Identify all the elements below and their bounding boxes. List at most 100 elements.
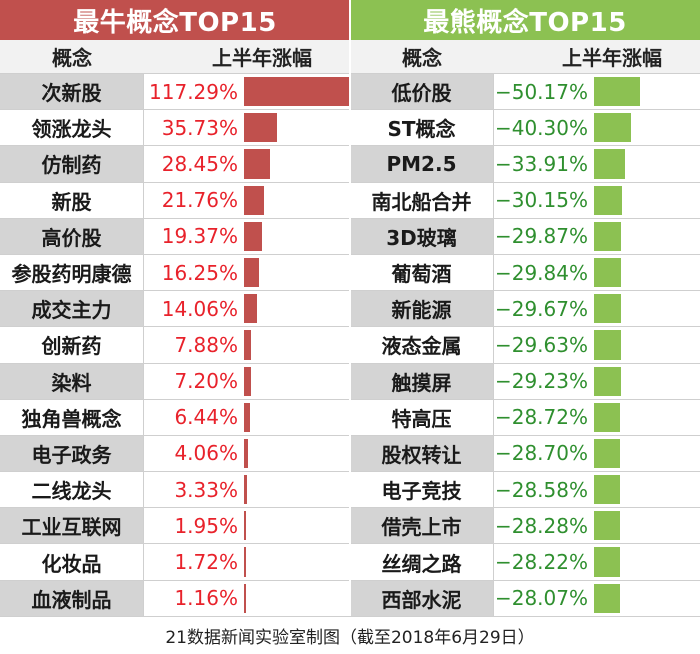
gainers-row: 电子政务 4.06%	[0, 435, 350, 473]
gainers-category-label: 新股	[0, 182, 144, 218]
losers-value-cell: −29.67%	[494, 291, 700, 327]
losers-value-cell: −28.72%	[494, 399, 700, 435]
losers-row: 低价股 −50.17%	[350, 74, 700, 111]
losers-rows: 低价股 −50.17% ST概念 −40.30% PM2.5 −33.91% 南北船合并 −3…	[350, 74, 700, 617]
losers-col-value: 上半年涨幅	[562, 46, 662, 70]
losers-row: PM2.5 −33.91%	[350, 146, 700, 183]
losers-category-label: 股权转让	[350, 435, 494, 472]
gainers-row: 二线龙头 3.33%	[0, 472, 350, 509]
losers-bar	[594, 511, 620, 541]
gainers-category-label: 成交主力	[0, 291, 144, 327]
losers-row: ST概念 −40.30%	[350, 110, 700, 147]
gainers-category-label: 创新药	[0, 327, 144, 363]
gainers-bar	[244, 294, 257, 324]
losers-category-label: 葡萄酒	[350, 254, 494, 291]
losers-data-label: −29.63%	[494, 332, 588, 357]
gainers-value-cell: 1.72%	[144, 544, 350, 580]
losers-data-label: −28.28%	[494, 513, 588, 538]
gainers-value-cell: 19.37%	[144, 218, 350, 254]
gainers-data-label: 117.29%	[149, 79, 238, 104]
gainers-data-label: 35.73%	[161, 115, 238, 140]
gainers-bar	[244, 113, 277, 143]
losers-bar	[594, 294, 622, 324]
gainers-value-cell: 28.45%	[144, 146, 350, 182]
gainers-column-header: 概念 上半年涨幅	[0, 40, 350, 74]
losers-bar	[594, 438, 621, 469]
losers-category-label: 3D玻璃	[350, 218, 494, 254]
gainers-data-label: 21.76%	[161, 188, 238, 213]
gainers-bar	[244, 547, 246, 577]
gainers-bar	[244, 185, 265, 215]
losers-bar	[594, 113, 631, 143]
gainers-row: 高价股 19.37%	[0, 218, 350, 255]
gainers-value-cell: 4.06%	[144, 435, 350, 472]
gainers-category-label: 高价股	[0, 218, 144, 254]
gainers-rows: 次新股 117.29% 领涨龙头 35.73% 仿制药 28.45% 新股 21.76% 高价股…	[0, 74, 352, 617]
losers-row: 电子竞技 −28.58%	[350, 472, 700, 509]
gainers-category-label: 二线龙头	[0, 472, 144, 508]
gainers-bar	[244, 402, 250, 432]
gainers-bar	[244, 475, 248, 505]
losers-value-cell: −29.84%	[494, 254, 700, 291]
losers-category-label: ST概念	[350, 110, 494, 146]
losers-bar	[594, 221, 622, 251]
gainers-category-label: 染料	[0, 363, 144, 399]
losers-value-cell: −33.91%	[494, 146, 700, 182]
gainers-category-label: 血液制品	[0, 580, 144, 616]
losers-bar	[594, 402, 621, 432]
losers-category-label: 丝绸之路	[350, 544, 494, 580]
losers-row: 特高压 −28.72%	[350, 399, 700, 436]
gainers-data-label: 4.06%	[174, 441, 238, 466]
gainers-data-label: 1.72%	[174, 550, 238, 575]
losers-col-name: 概念	[402, 46, 442, 70]
top-losers-panel: 最熊概念TOP15 概念 上半年涨幅 低价股 −50.17% ST概念 −40.30%…	[350, 0, 700, 617]
losers-bar	[594, 185, 622, 215]
gainers-value-cell: 16.25%	[144, 254, 350, 291]
losers-row: 股权转让 −28.70%	[350, 435, 700, 473]
losers-value-cell: −28.58%	[494, 472, 700, 508]
losers-data-label: −28.70%	[494, 441, 588, 466]
losers-category-label: 南北船合并	[350, 182, 494, 218]
gainers-row: 血液制品 1.16%	[0, 580, 350, 617]
losers-title: 最熊概念TOP15	[350, 0, 700, 40]
losers-bar	[594, 257, 622, 288]
losers-data-label: −40.30%	[494, 115, 588, 140]
gainers-category-label: 参股药明康德	[0, 254, 144, 291]
gainers-value-cell: 35.73%	[144, 110, 350, 146]
losers-data-label: −29.87%	[494, 224, 588, 249]
losers-row: 触摸屏 −29.23%	[350, 363, 700, 400]
losers-data-label: −28.22%	[494, 550, 588, 575]
losers-data-label: −30.15%	[494, 188, 588, 213]
losers-category-label: 借壳上市	[350, 508, 494, 544]
gainers-category-label: 仿制药	[0, 146, 144, 182]
losers-bar	[594, 583, 620, 613]
panel-divider	[349, 0, 351, 616]
top-gainers-panel: 最牛概念TOP15 概念 上半年涨幅 次新股 117.29% 领涨龙头 35.73% 仿…	[0, 0, 352, 617]
losers-bar	[594, 149, 626, 179]
losers-value-cell: −28.70%	[494, 435, 700, 472]
losers-category-label: PM2.5	[350, 146, 494, 182]
source-footer: 21数据新闻实验室制图（截至2018年6月29日）	[0, 616, 700, 654]
gainers-data-label: 28.45%	[161, 151, 238, 176]
losers-row: 3D玻璃 −29.87%	[350, 218, 700, 255]
gainers-data-label: 7.20%	[174, 369, 238, 394]
gainers-data-label: 1.16%	[174, 586, 238, 611]
gainers-row: 次新股 117.29%	[0, 74, 352, 111]
gainers-bar	[244, 149, 271, 179]
losers-row: 液态金属 −29.63%	[350, 327, 700, 364]
gainers-category-label: 领涨龙头	[0, 110, 144, 146]
gainers-category-label: 电子政务	[0, 435, 144, 472]
losers-data-label: −28.58%	[494, 477, 588, 502]
gainers-bar	[244, 366, 251, 396]
losers-category-label: 电子竞技	[350, 472, 494, 508]
gainers-value-cell: 7.20%	[144, 363, 350, 399]
gainers-value-cell: 7.88%	[144, 327, 350, 363]
gainers-data-label: 1.95%	[174, 513, 238, 538]
gainers-bar	[244, 221, 262, 251]
losers-value-cell: −50.17%	[494, 74, 700, 110]
losers-column-header: 概念 上半年涨幅	[350, 40, 700, 74]
gainers-bar	[244, 77, 352, 107]
losers-value-cell: −28.07%	[494, 580, 700, 616]
gainers-row: 独角兽概念 6.44%	[0, 399, 350, 436]
gainers-data-label: 7.88%	[174, 332, 238, 357]
